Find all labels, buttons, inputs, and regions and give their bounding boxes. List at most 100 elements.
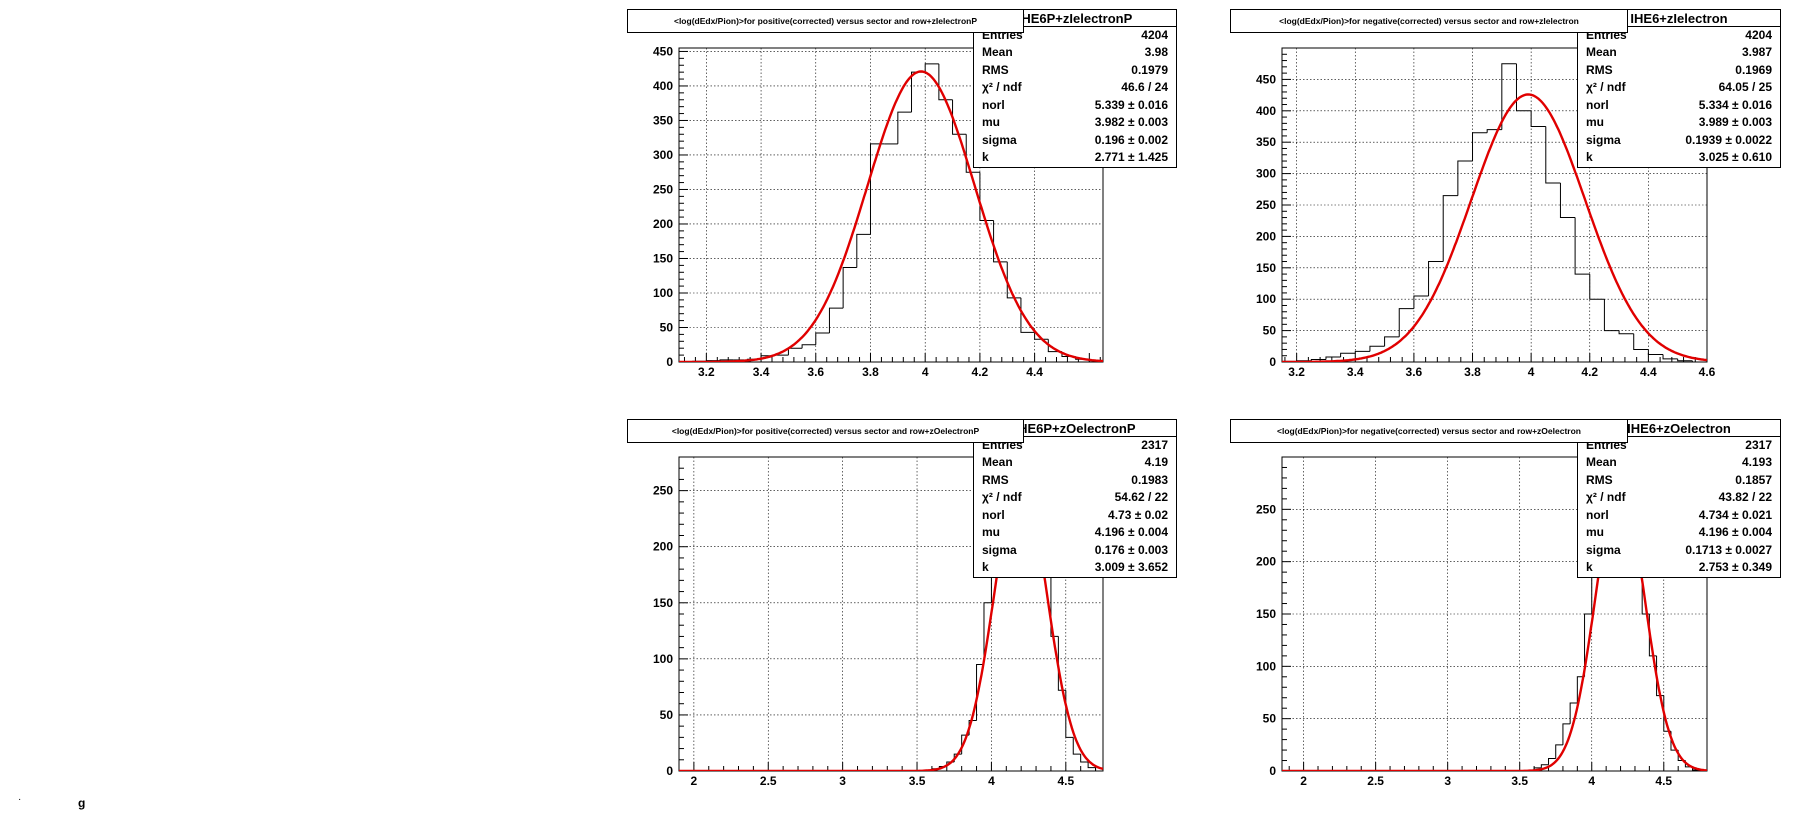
stats-value: 0.196 ± 0.002 xyxy=(1094,132,1168,147)
stats-row: Mean 4.193 xyxy=(1586,455,1772,470)
histogram-bin xyxy=(1589,274,1605,300)
stats-row: χ² / ndf 54.62 / 22 xyxy=(982,490,1168,505)
histogram-bin xyxy=(1540,764,1549,768)
stats-value: 4.734 ± 0.021 xyxy=(1698,507,1772,522)
stats-row: mu 4.196 ± 0.004 xyxy=(1586,525,1772,540)
stats-value: 46.6 / 24 xyxy=(1121,80,1168,94)
histogram-bin xyxy=(1384,336,1400,347)
y-tick-label: 0 xyxy=(666,764,673,778)
histogram-bin xyxy=(1559,183,1576,219)
y-tick-label: 100 xyxy=(653,652,673,666)
fit-curve xyxy=(679,70,1103,362)
stats-value: 43.82 / 22 xyxy=(1718,490,1772,504)
x-tick-label: 3.6 xyxy=(807,365,824,379)
stats-row: norl 4.73 ± 0.02 xyxy=(982,507,1168,522)
histogram-bin xyxy=(1087,762,1096,769)
stats-value: 2317 xyxy=(1745,437,1772,452)
y-tick-label: 350 xyxy=(1256,135,1276,149)
stats-value: 0.1983 xyxy=(1131,472,1168,487)
stats-label: RMS xyxy=(1586,472,1613,487)
y-tick-label: 100 xyxy=(1256,659,1276,673)
fit-curve xyxy=(1282,93,1707,362)
stats-row: norl 4.734 ± 0.021 xyxy=(1586,507,1772,522)
x-tick-label: 3.8 xyxy=(1464,365,1481,379)
stats-label: Mean xyxy=(982,45,1013,59)
stats-label: norl xyxy=(1586,507,1609,522)
y-tick-label: 50 xyxy=(660,320,674,334)
histogram-bin xyxy=(952,99,967,135)
stats-row: k 3.009 ± 3.652 xyxy=(982,560,1168,575)
histogram-bin xyxy=(1080,754,1089,763)
stats-value: 0.1979 xyxy=(1131,62,1168,77)
histogram-bin xyxy=(1633,333,1649,350)
stats-value: 4.193 xyxy=(1741,455,1772,469)
stats-label: k xyxy=(982,150,989,164)
y-tick-label: 300 xyxy=(653,148,673,162)
histogram-bin xyxy=(1548,757,1556,765)
histogram-bin xyxy=(1545,126,1561,184)
stats-row: RMS 0.1969 xyxy=(1586,62,1772,77)
x-tick-label: 4.4 xyxy=(1640,365,1657,379)
stats-label: χ² / ndf xyxy=(982,490,1022,504)
stats-box-name: IHE6+zIelectron xyxy=(1578,10,1780,27)
stats-value: 64.05 / 25 xyxy=(1718,80,1772,94)
histogram-bin xyxy=(1050,571,1059,637)
histogram-bin xyxy=(911,71,926,113)
x-tick-label: 4 xyxy=(1588,774,1595,788)
histogram-bin xyxy=(1501,63,1517,130)
stats-value: 3.025 ± 0.610 xyxy=(1698,150,1772,164)
footer-text: g xyxy=(78,796,86,810)
x-tick-label: 4 xyxy=(922,365,929,379)
y-tick-label: 0 xyxy=(666,355,673,369)
stats-row: Mean 3.987 xyxy=(1586,45,1772,60)
stats-value: 2.771 ± 1.425 xyxy=(1094,150,1168,164)
histogram-bin xyxy=(1006,261,1021,299)
x-tick-label: 3.8 xyxy=(862,365,879,379)
stats-value: 54.62 / 22 xyxy=(1114,490,1168,504)
x-tick-label: 3.5 xyxy=(909,774,926,788)
stats-value: 5.334 ± 0.016 xyxy=(1698,97,1772,112)
y-tick-label: 200 xyxy=(653,217,673,231)
stats-box: IHE6P+zIelectronP Entries 4204 Mean 3.98 RMS 0… xyxy=(973,9,1177,168)
y-tick-label: 50 xyxy=(660,708,674,722)
y-tick-label: 150 xyxy=(1256,261,1276,275)
x-tick-label: 2 xyxy=(1300,774,1307,788)
stats-label: mu xyxy=(982,525,1000,539)
stats-row: k 2.753 ± 0.349 xyxy=(1586,560,1772,575)
corner-dot: · xyxy=(18,794,22,805)
histogram-bin xyxy=(1072,737,1081,755)
stats-label: χ² / ndf xyxy=(1586,80,1626,94)
y-tick-label: 400 xyxy=(653,79,673,93)
x-tick-label: 4.5 xyxy=(1057,774,1074,788)
x-tick-label: 3.2 xyxy=(1288,365,1305,379)
stats-box: IHE6+zIelectron Entries 4204 Mean 3.987 RMS 0.… xyxy=(1577,9,1781,168)
x-tick-label: 3.6 xyxy=(1406,365,1423,379)
stats-label: χ² / ndf xyxy=(1586,490,1626,504)
stats-row: norl 5.334 ± 0.016 xyxy=(1586,97,1772,112)
stats-row: χ² / ndf 43.82 / 22 xyxy=(1586,490,1772,505)
histogram-bin xyxy=(1691,360,1707,362)
x-tick-label: 3.2 xyxy=(698,365,715,379)
histogram-bin xyxy=(1555,744,1563,759)
histogram-bin xyxy=(1310,358,1326,361)
histogram-bin xyxy=(1562,723,1571,745)
stats-value: 4204 xyxy=(1141,27,1168,42)
stats-label: χ² / ndf xyxy=(982,80,1022,94)
histogram-bin xyxy=(1354,350,1370,354)
histogram-panel-2: 3.2 3.4 3.6 3.8 4 4.2 4.4 4.6 0 50 100 150 200 250 300… xyxy=(1256,47,1716,379)
stats-row: mu 3.982 ± 0.003 xyxy=(982,115,1168,130)
stats-box-name: IHE6P+zIelectronP xyxy=(974,10,1176,27)
x-tick-label: 4.5 xyxy=(1655,774,1672,788)
y-tick-label: 350 xyxy=(653,113,673,127)
y-tick-label: 100 xyxy=(1256,292,1276,306)
histogram-bin xyxy=(1603,299,1620,332)
x-tick-label: 3.4 xyxy=(753,365,770,379)
y-tick-label: 200 xyxy=(653,540,673,554)
x-tick-label: 3.4 xyxy=(1347,365,1364,379)
stats-value: 3.009 ± 3.652 xyxy=(1094,560,1168,574)
y-tick-label: 250 xyxy=(1256,198,1276,212)
stats-row: mu 3.989 ± 0.003 xyxy=(1586,115,1772,130)
stats-value: 5.339 ± 0.016 xyxy=(1094,97,1168,112)
stats-value: 4204 xyxy=(1745,27,1772,42)
histogram-bin xyxy=(924,63,939,73)
